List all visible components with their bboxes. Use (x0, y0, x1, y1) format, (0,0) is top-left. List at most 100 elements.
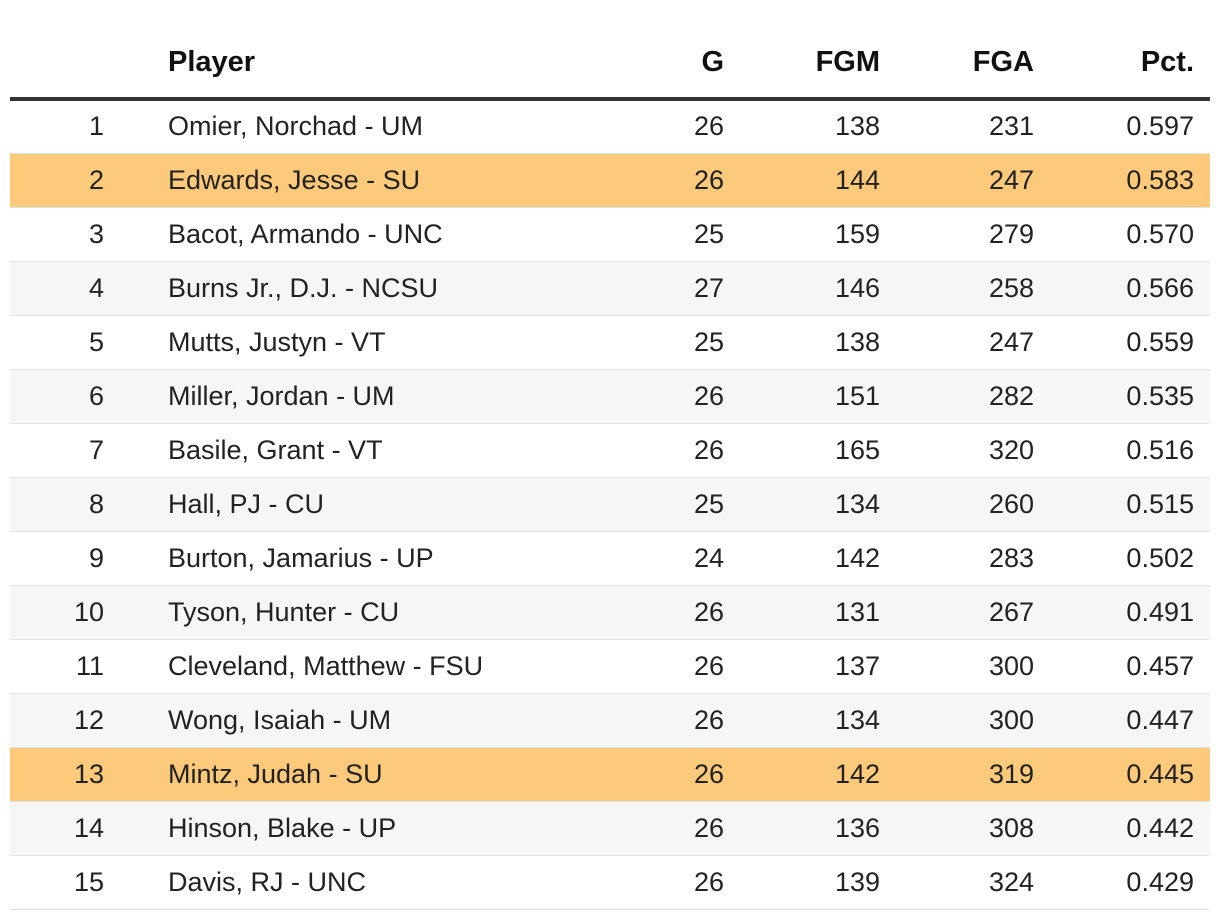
cell-rank: 3 (10, 207, 120, 262)
cell-fgm: 138 (740, 315, 896, 370)
column-header-rank[interactable] (10, 0, 120, 101)
cell-rank: 14 (10, 801, 120, 856)
cell-fgm: 146 (740, 261, 896, 316)
cell-pct: 0.429 (1050, 855, 1210, 910)
cell-pct: 0.502 (1050, 531, 1210, 586)
cell-games: 26 (540, 855, 740, 910)
cell-fga: 324 (896, 855, 1050, 910)
cell-games: 26 (540, 369, 740, 424)
cell-fga: 282 (896, 369, 1050, 424)
cell-fga: 231 (896, 99, 1050, 154)
column-header-fgm[interactable]: FGM (740, 0, 896, 101)
cell-pct: 0.570 (1050, 207, 1210, 262)
table-row: 13 Mintz, Judah - SU 26 142 319 0.445 (10, 747, 1210, 802)
table-row: 11 Cleveland, Matthew - FSU 26 137 300 0.457 (10, 639, 1210, 694)
cell-fgm: 144 (740, 153, 896, 208)
column-header-player[interactable]: Player (120, 0, 540, 101)
cell-fgm: 138 (740, 99, 896, 154)
cell-rank: 2 (10, 153, 120, 208)
cell-fgm: 137 (740, 639, 896, 694)
cell-pct: 0.515 (1050, 477, 1210, 532)
cell-pct: 0.447 (1050, 693, 1210, 748)
table-row: 3 Bacot, Armando - UNC 25 159 279 0.570 (10, 207, 1210, 262)
cell-rank: 13 (10, 747, 120, 802)
table-row: 14 Hinson, Blake - UP 26 136 308 0.442 (10, 801, 1210, 856)
table-row: 4 Burns Jr., D.J. - NCSU 27 146 258 0.566 (10, 261, 1210, 316)
cell-player: Mutts, Justyn - VT (120, 315, 540, 370)
cell-games: 26 (540, 801, 740, 856)
cell-fga: 260 (896, 477, 1050, 532)
table-row: 9 Burton, Jamarius - UP 24 142 283 0.502 (10, 531, 1210, 586)
table-row: 10 Tyson, Hunter - CU 26 131 267 0.491 (10, 585, 1210, 640)
cell-pct: 0.559 (1050, 315, 1210, 370)
cell-games: 27 (540, 261, 740, 316)
cell-pct: 0.516 (1050, 423, 1210, 478)
cell-games: 24 (540, 531, 740, 586)
table-row: 7 Basile, Grant - VT 26 165 320 0.516 (10, 423, 1210, 478)
stats-table-container: Player G FGM FGA Pct. 1 Omier, Norchad - … (10, 0, 1210, 910)
cell-games: 26 (540, 585, 740, 640)
cell-player: Basile, Grant - VT (120, 423, 540, 478)
column-header-games[interactable]: G (540, 0, 740, 101)
cell-fga: 267 (896, 585, 1050, 640)
cell-fgm: 139 (740, 855, 896, 910)
table-row: 15 Davis, RJ - UNC 26 139 324 0.429 (10, 855, 1210, 910)
cell-games: 26 (540, 747, 740, 802)
cell-player: Wong, Isaiah - UM (120, 693, 540, 748)
cell-rank: 11 (10, 639, 120, 694)
cell-player: Mintz, Judah - SU (120, 747, 540, 802)
cell-games: 26 (540, 153, 740, 208)
cell-fga: 308 (896, 801, 1050, 856)
cell-rank: 5 (10, 315, 120, 370)
cell-player: Hall, PJ - CU (120, 477, 540, 532)
table-row: 2 Edwards, Jesse - SU 26 144 247 0.583 (10, 153, 1210, 208)
cell-games: 26 (540, 693, 740, 748)
cell-rank: 4 (10, 261, 120, 316)
cell-player: Hinson, Blake - UP (120, 801, 540, 856)
cell-player: Davis, RJ - UNC (120, 855, 540, 910)
cell-games: 26 (540, 639, 740, 694)
cell-pct: 0.445 (1050, 747, 1210, 802)
cell-fga: 258 (896, 261, 1050, 316)
cell-fga: 300 (896, 639, 1050, 694)
cell-player: Burns Jr., D.J. - NCSU (120, 261, 540, 316)
cell-games: 25 (540, 315, 740, 370)
cell-player: Burton, Jamarius - UP (120, 531, 540, 586)
cell-rank: 12 (10, 693, 120, 748)
cell-player: Tyson, Hunter - CU (120, 585, 540, 640)
table-header: Player G FGM FGA Pct. (10, 0, 1210, 101)
table-row: 6 Miller, Jordan - UM 26 151 282 0.535 (10, 369, 1210, 424)
cell-fga: 283 (896, 531, 1050, 586)
cell-games: 26 (540, 423, 740, 478)
cell-pct: 0.597 (1050, 99, 1210, 154)
cell-fga: 247 (896, 153, 1050, 208)
table-row: 1 Omier, Norchad - UM 26 138 231 0.597 (10, 99, 1210, 154)
table-row: 12 Wong, Isaiah - UM 26 134 300 0.447 (10, 693, 1210, 748)
cell-fgm: 151 (740, 369, 896, 424)
cell-games: 26 (540, 99, 740, 154)
cell-pct: 0.535 (1050, 369, 1210, 424)
cell-rank: 6 (10, 369, 120, 424)
cell-player: Edwards, Jesse - SU (120, 153, 540, 208)
cell-rank: 7 (10, 423, 120, 478)
cell-player: Miller, Jordan - UM (120, 369, 540, 424)
field-goal-percentage-table: Player G FGM FGA Pct. 1 Omier, Norchad - … (10, 0, 1210, 910)
cell-pct: 0.491 (1050, 585, 1210, 640)
column-header-pct[interactable]: Pct. (1050, 0, 1210, 101)
cell-pct: 0.583 (1050, 153, 1210, 208)
cell-fga: 320 (896, 423, 1050, 478)
cell-games: 25 (540, 207, 740, 262)
cell-fgm: 131 (740, 585, 896, 640)
cell-rank: 15 (10, 855, 120, 910)
table-row: 8 Hall, PJ - CU 25 134 260 0.515 (10, 477, 1210, 532)
cell-player: Bacot, Armando - UNC (120, 207, 540, 262)
cell-pct: 0.457 (1050, 639, 1210, 694)
column-header-fga[interactable]: FGA (896, 0, 1050, 101)
cell-fgm: 134 (740, 477, 896, 532)
cell-fga: 319 (896, 747, 1050, 802)
cell-fga: 247 (896, 315, 1050, 370)
cell-rank: 10 (10, 585, 120, 640)
cell-fgm: 134 (740, 693, 896, 748)
cell-rank: 8 (10, 477, 120, 532)
table-body: 1 Omier, Norchad - UM 26 138 231 0.597 2 Edward… (10, 99, 1210, 910)
